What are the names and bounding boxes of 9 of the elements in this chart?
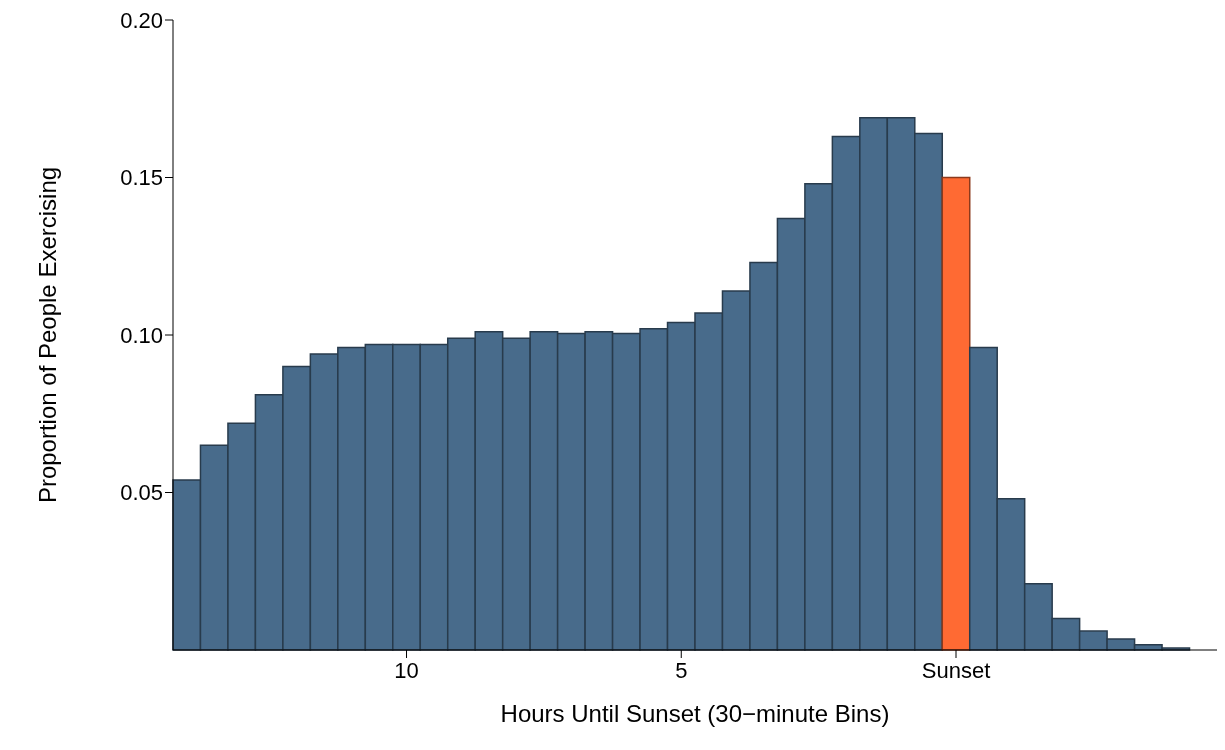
y-tick-label: 0.20 — [120, 7, 163, 33]
x-tick-label: Sunset — [921, 657, 991, 683]
x-tick-label: 10 — [394, 657, 419, 683]
x-axis-title: Hours Until Sunset (30−minute Bins) — [500, 700, 890, 727]
y-axis-title: Proportion of People Exercising — [33, 166, 61, 504]
x-tick-label: 5 — [675, 657, 688, 683]
y-tick-label: 0.10 — [120, 322, 163, 348]
y-tick-label: 0.05 — [120, 480, 163, 506]
y-tick-label: 0.15 — [120, 165, 163, 191]
